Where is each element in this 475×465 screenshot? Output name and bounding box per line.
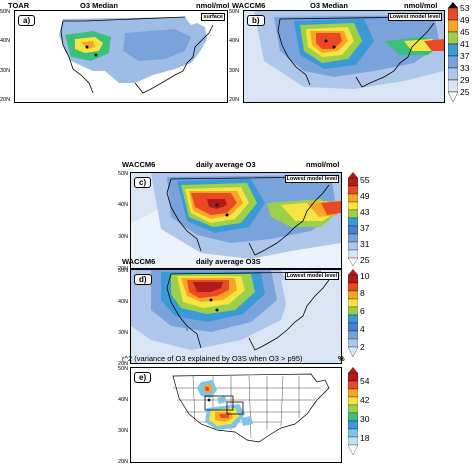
panel-c-map: Lowest model level c): [130, 172, 342, 269]
panel-e-cb-54: 54: [360, 376, 370, 386]
panel-c-colorbar: [348, 172, 358, 267]
panel-b-units: nmol/mol: [404, 1, 438, 10]
panel-b-lat-40n: 40N: [229, 38, 240, 44]
panel-d-lat-30n: 30N: [118, 330, 129, 336]
panel-d-lat-40n: 40N: [118, 299, 129, 305]
panel-a-left-title: TOAR: [8, 1, 30, 10]
panel-a-lat-50n: 50N: [0, 9, 11, 15]
panel-b-east-max: [424, 39, 444, 51]
panel-c-left-title: WACCM6: [122, 160, 156, 169]
panel-b-cb-37: 37: [460, 51, 470, 61]
panel-e-map: e): [130, 367, 342, 463]
panel-c-cb-55: 55: [360, 175, 370, 185]
panel-d-cb-8: 8: [360, 288, 365, 298]
panel-b-cb-29: 29: [460, 75, 470, 85]
panel-d-cb-6: 6: [360, 306, 365, 316]
panel-d-center-title: daily average O3S: [196, 257, 261, 266]
panel-c-lat-30n: 30N: [118, 234, 129, 240]
panel-e-left-title: r^2 (variance of O3 explained by O3S whe…: [122, 354, 303, 363]
panel-b-lat-50n: 50N: [229, 9, 240, 15]
panel-d-cb-4: 4: [360, 324, 365, 334]
panel-b-left-title: WACCM6: [232, 1, 266, 10]
panel-c-label: c): [134, 177, 152, 188]
panel-b-cb-25: 25: [460, 87, 470, 97]
panel-a-map: surface a): [14, 10, 228, 103]
panel-b-center-title: O3 Median: [310, 1, 348, 10]
panel-c-lat-40n: 40N: [118, 202, 129, 208]
panel-a-units: nmol/mol: [196, 1, 230, 10]
panel-e-cb-30: 30: [360, 414, 370, 424]
panel-e-units: %: [338, 354, 345, 363]
panel-b-map: Lowest model level b): [243, 10, 445, 103]
panel-d-cb-2: 2: [360, 342, 365, 352]
panel-b-cb-45: 45: [460, 27, 470, 37]
panel-c-cb-25: 25: [360, 255, 370, 265]
panel-b-cb-49: 49: [460, 15, 470, 25]
panel-e-lat-40n: 40N: [118, 397, 129, 403]
panel-b-colorbar: [448, 2, 458, 103]
panel-d-cb-10: 10: [360, 271, 370, 281]
panel-c-units: nmol/mol: [306, 160, 340, 169]
panel-c-cb-49: 49: [360, 191, 370, 201]
panel-b-label: b): [247, 15, 265, 26]
panel-d-map: Lowest model level d): [130, 269, 342, 364]
panel-e-us-outline: [172, 373, 330, 443]
panel-a-lat-30n: 30N: [0, 68, 11, 74]
panel-b-cb-33: 33: [460, 63, 470, 73]
panel-a-tag: surface: [201, 13, 225, 21]
panel-c-center-title: daily average O3: [196, 160, 256, 169]
panel-d-colorbar: [348, 269, 358, 358]
panel-e-cb-42: 42: [360, 395, 370, 405]
panel-e-box-2: [226, 401, 244, 415]
panel-c-tag: Lowest model level: [284, 175, 339, 183]
panel-e-cb-18: 18: [360, 433, 370, 443]
panel-d-lat-50n: 50N: [118, 268, 129, 274]
panel-c-east-max: [321, 201, 341, 215]
panel-d-label: d): [134, 274, 152, 285]
panel-c-cb-31: 31: [360, 239, 370, 249]
panel-d-tag: Lowest model level: [284, 272, 339, 280]
panel-e-box-1: [204, 395, 234, 411]
panel-d-left-title: WACCM6: [122, 257, 156, 266]
panel-b-tag: Lowest model level: [387, 13, 442, 21]
panel-a-lat-40n: 40N: [0, 38, 11, 44]
panel-b-lat-20n: 20N: [229, 97, 240, 103]
panel-b-cb-53: 53: [460, 3, 470, 13]
panel-b-west-max: [316, 33, 342, 49]
panel-c-lat-50n: 50N: [118, 171, 129, 177]
panel-b-lat-30n: 30N: [229, 68, 240, 74]
panel-e-lat-30n: 30N: [118, 428, 129, 434]
panel-a-label: a): [18, 15, 36, 26]
panel-d-lat-20n: 20N: [118, 361, 129, 367]
panel-e-lat-50n: 50N: [118, 366, 129, 372]
panel-c-lat-20n: 20N: [118, 266, 129, 272]
panel-c-cb-37: 37: [360, 223, 370, 233]
panel-e-label: e): [134, 372, 152, 383]
panel-b-cb-41: 41: [460, 39, 470, 49]
panel-a-center-title: O3 Median: [80, 1, 118, 10]
panel-a-lat-20n: 20N: [0, 97, 11, 103]
panel-a-coastline: [60, 16, 214, 94]
panel-e-colorbar: [348, 367, 358, 456]
panel-e-lat-20n: 20N: [118, 459, 129, 465]
panel-c-cb-43: 43: [360, 207, 370, 217]
